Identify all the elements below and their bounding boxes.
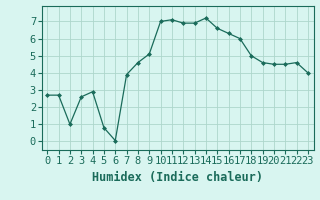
X-axis label: Humidex (Indice chaleur): Humidex (Indice chaleur) [92, 171, 263, 184]
